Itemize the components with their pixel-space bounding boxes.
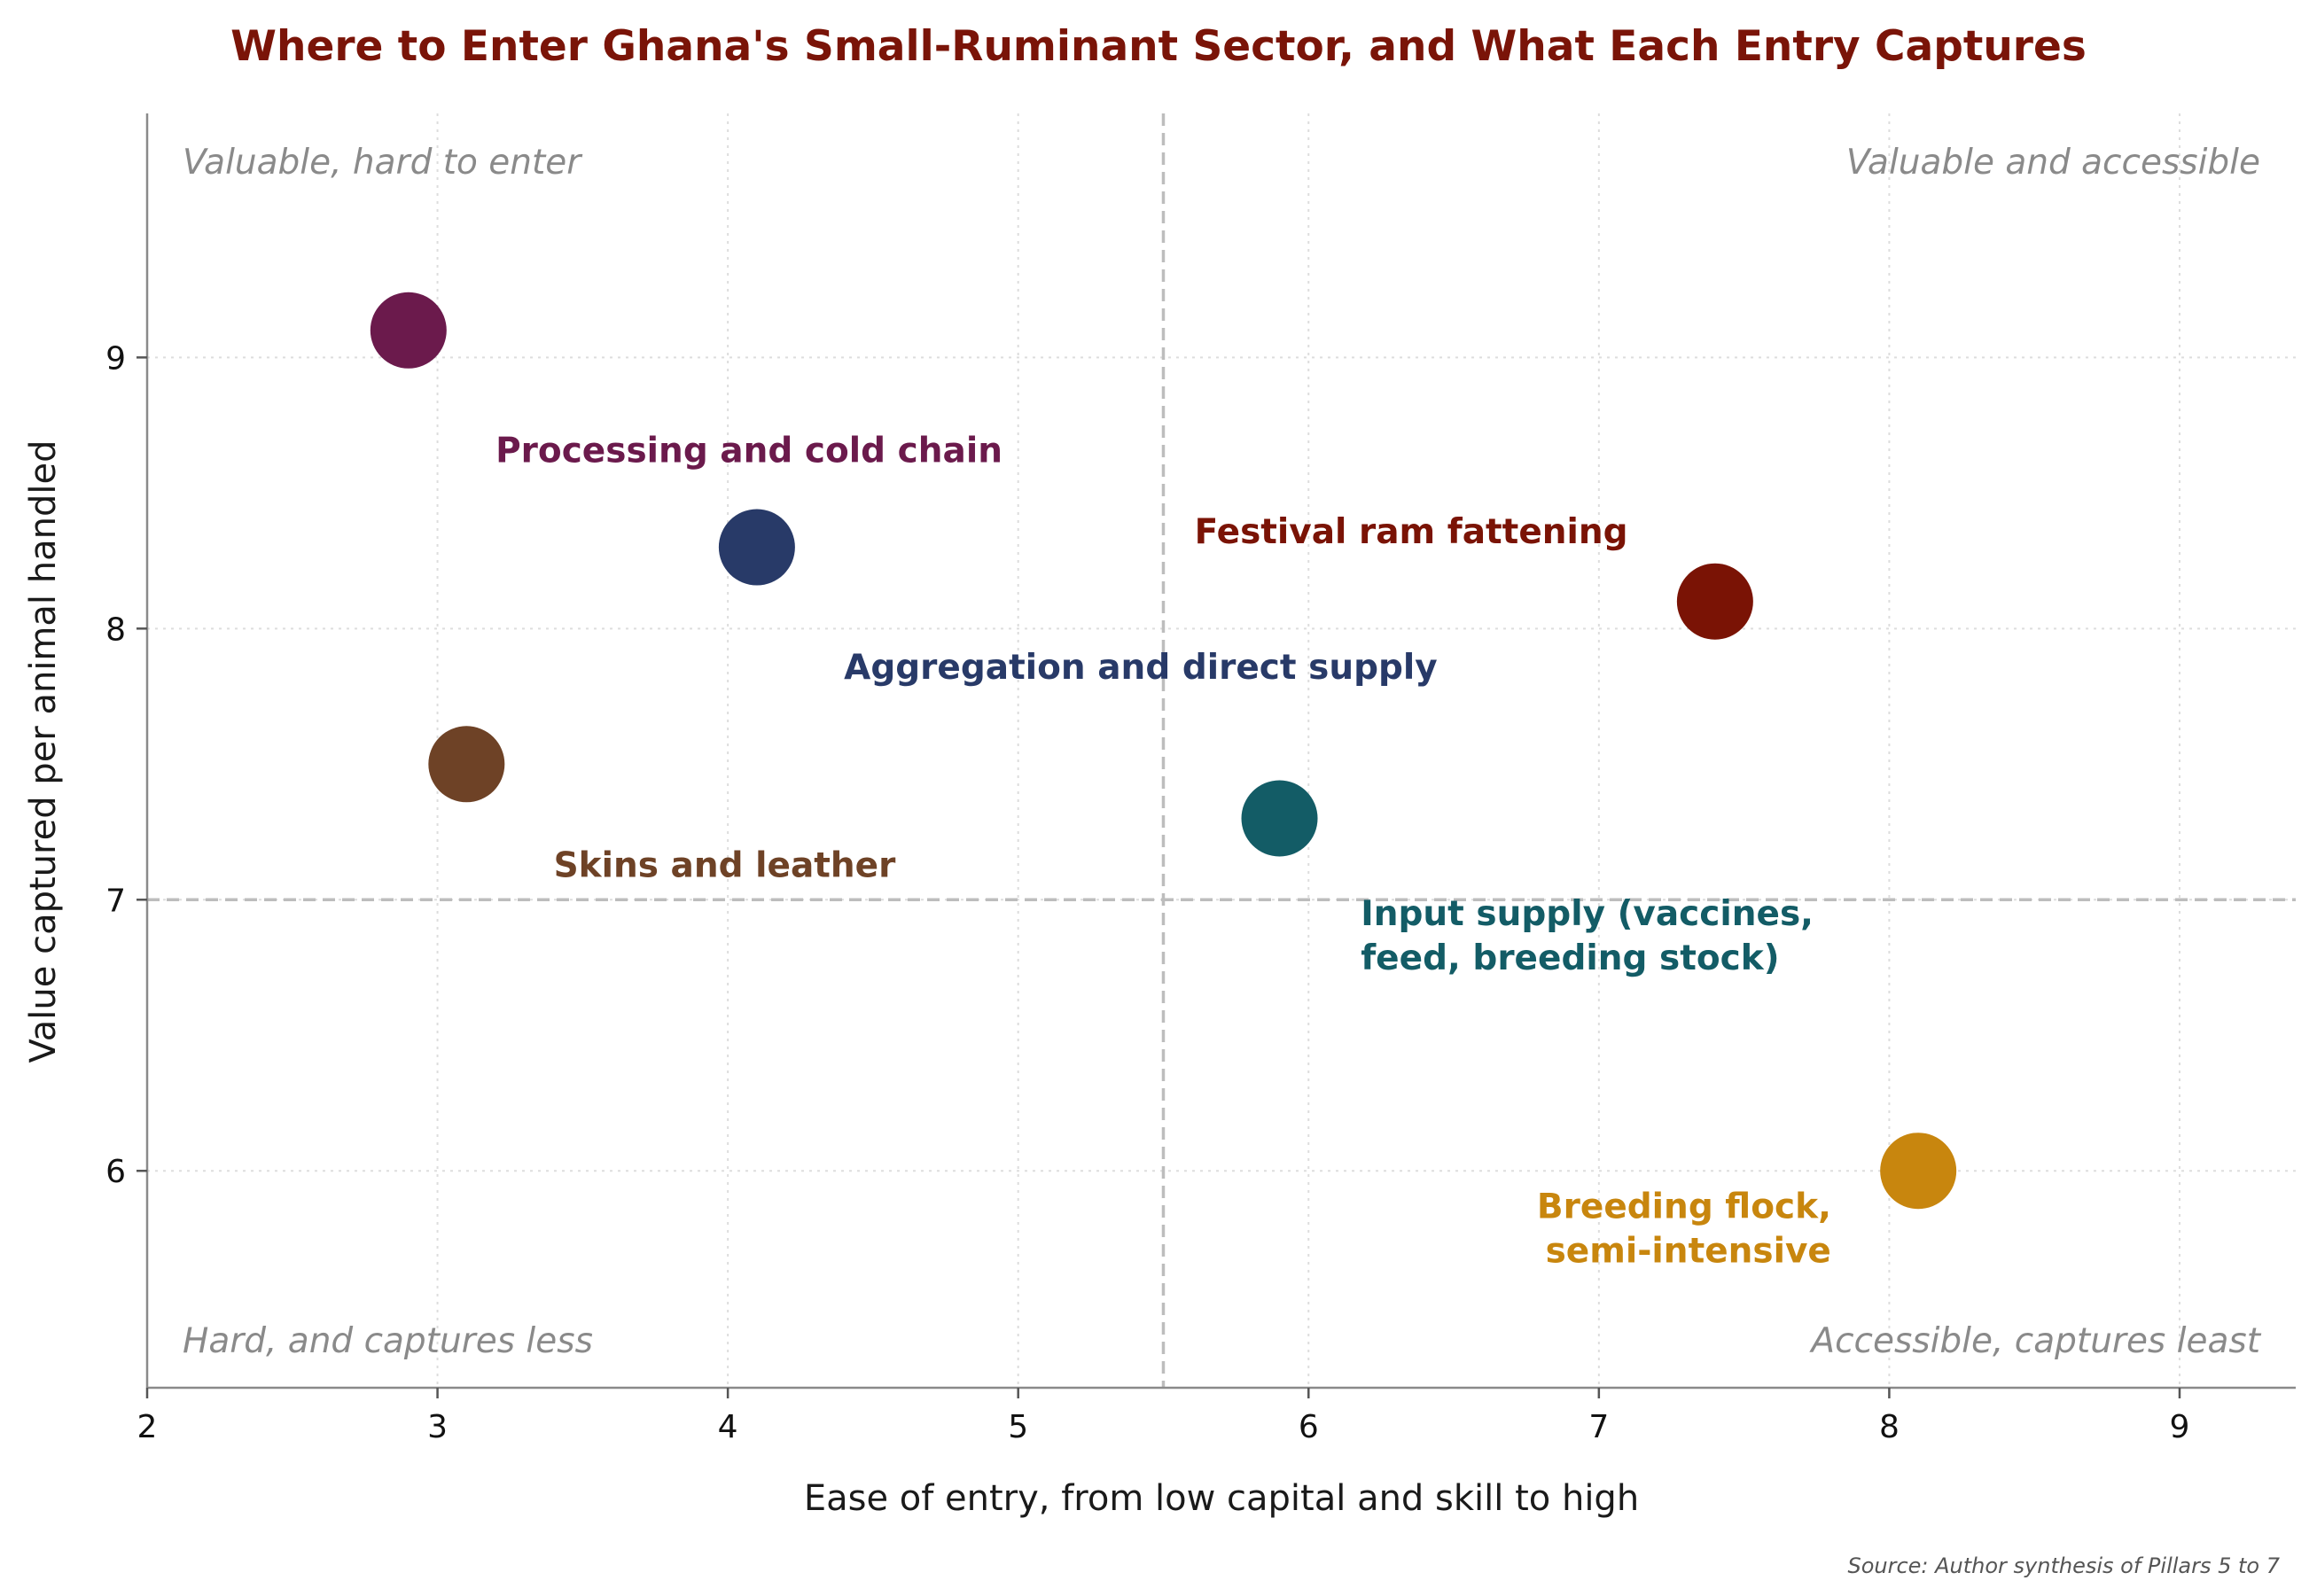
x-tick-label: 5 bbox=[1008, 1409, 1028, 1445]
x-tick-label: 9 bbox=[2170, 1409, 2190, 1445]
data-label: Skins and leather bbox=[554, 846, 897, 886]
chart-title: Where to Enter Ghana's Small-Ruminant Se… bbox=[230, 22, 2087, 71]
y-tick-label: 7 bbox=[105, 883, 126, 919]
x-tick-label: 2 bbox=[137, 1409, 158, 1445]
x-axis-label: Ease of entry, from low capital and skil… bbox=[804, 1478, 1639, 1519]
data-point bbox=[1241, 780, 1318, 857]
quadrant-label-top-right: Valuable and accessible bbox=[1846, 143, 2260, 183]
x-tick-label: 4 bbox=[718, 1409, 738, 1445]
data-point bbox=[370, 292, 447, 369]
x-tick-label: 3 bbox=[427, 1409, 448, 1445]
data-points bbox=[370, 292, 1957, 1210]
axes: 2 3 4 5 6 7 8 9 6 7 8 9 bbox=[105, 113, 2296, 1445]
x-tick-label: 7 bbox=[1588, 1409, 1609, 1445]
data-label: Aggregation and direct supply bbox=[844, 648, 1438, 688]
quadrant-label-bottom-right: Accessible, captures least bbox=[1808, 1321, 2261, 1361]
x-tick-label: 6 bbox=[1299, 1409, 1319, 1445]
y-axis-label: Value captured per animal handled bbox=[23, 440, 64, 1063]
data-point bbox=[1880, 1133, 1957, 1210]
y-tick-label: 8 bbox=[105, 611, 126, 648]
y-tick-label: 6 bbox=[105, 1154, 126, 1190]
quadrant-label-top-left: Valuable, hard to enter bbox=[183, 143, 583, 183]
data-point bbox=[1676, 563, 1753, 640]
quadrant-labels: Valuable, hard to enter Valuable and acc… bbox=[183, 143, 2262, 1361]
data-label: Processing and cold chain bbox=[495, 431, 1002, 471]
y-tick-label: 9 bbox=[105, 340, 126, 377]
x-tick-label: 8 bbox=[1879, 1409, 1900, 1445]
data-point bbox=[718, 509, 795, 586]
quadrant-label-bottom-left: Hard, and captures less bbox=[183, 1321, 593, 1361]
data-label: Breeding flock, semi-intensive bbox=[1537, 1187, 1831, 1271]
data-label: Input supply (vaccines, feed, breeding st… bbox=[1361, 894, 1814, 978]
reference-lines bbox=[147, 113, 2296, 1388]
data-point bbox=[428, 726, 505, 803]
data-label: Festival ram fattening bbox=[1195, 512, 1628, 552]
data-labels: Processing and cold chain Aggregation and… bbox=[495, 431, 1831, 1271]
source-note: Source: Author synthesis of Pillars 5 to… bbox=[1847, 1553, 2280, 1578]
